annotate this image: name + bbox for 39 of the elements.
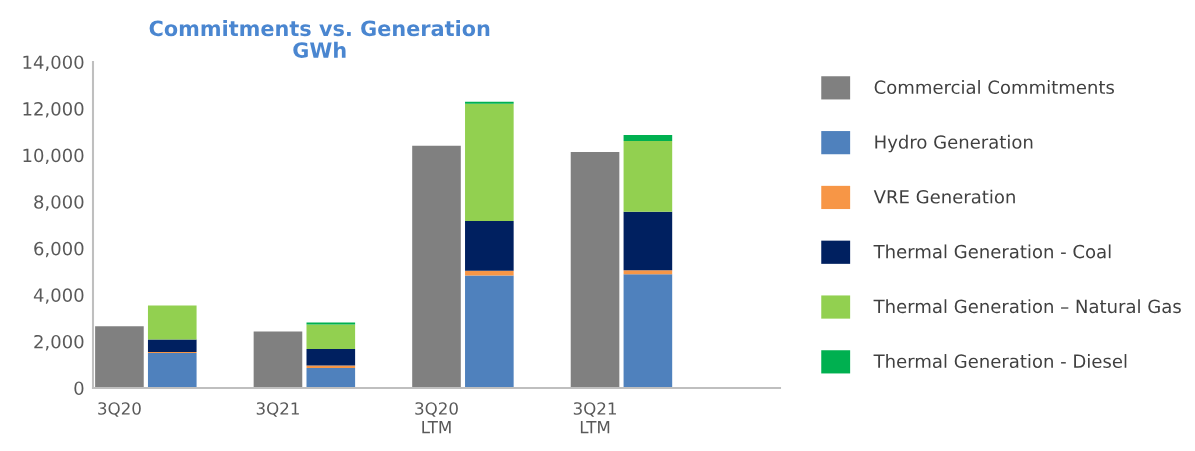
y-tick-label: 8,000	[34, 195, 84, 211]
x-tick-label: 3Q21	[256, 402, 299, 417]
bar	[306, 349, 356, 366]
bar	[465, 275, 514, 388]
legend-label: Commercial Commitments	[874, 80, 1114, 95]
bar	[623, 134, 673, 141]
y-tick-label: 14,000	[23, 55, 84, 71]
legend-label: Thermal Generation - Coal	[873, 244, 1111, 259]
y-tick-label: 10,000	[23, 148, 84, 165]
bar	[306, 365, 356, 368]
bar	[623, 274, 673, 388]
y-tick-label: 2,000	[34, 334, 84, 351]
bar	[623, 270, 673, 275]
bar	[306, 324, 356, 350]
bar	[147, 353, 197, 388]
legend-label: Hydro Generation	[875, 134, 1033, 153]
bar	[253, 331, 303, 388]
bar	[465, 103, 514, 222]
x-tick-label: 3Q21 LTM	[573, 402, 616, 434]
bar	[95, 326, 144, 388]
legend-label: Thermal Generation - Diesel	[873, 354, 1127, 369]
legend-label: VRE Generation	[873, 189, 1015, 204]
bar	[465, 221, 514, 271]
chart-title: Commitments vs. Generation GWh	[149, 20, 490, 58]
y-tick-label: 6,000	[34, 241, 84, 258]
bar	[623, 211, 673, 271]
bar	[570, 151, 620, 388]
bar	[465, 270, 514, 276]
x-tick-label: 3Q20	[98, 402, 141, 417]
y-tick-label: 12,000	[23, 102, 84, 118]
bar	[147, 305, 197, 340]
bar	[306, 367, 356, 388]
x-tick-label: 3Q20 LTM	[415, 402, 458, 434]
bar	[147, 339, 197, 352]
bar	[623, 140, 673, 212]
legend-label: Thermal Generation – Natural Gas	[873, 299, 1181, 314]
y-tick-label: 4,000	[33, 288, 84, 304]
y-tick-label: 0	[74, 381, 84, 396]
bar	[412, 145, 461, 388]
